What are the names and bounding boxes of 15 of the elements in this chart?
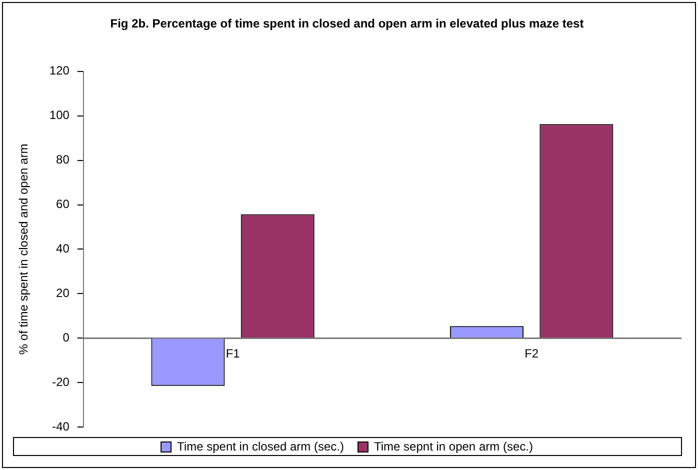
legend-label: Time sepnt in open arm (sec.) — [374, 439, 533, 454]
x-tick-label: F2 — [524, 346, 539, 361]
y-tick-label: 120 — [49, 64, 70, 78]
y-tick-label: 0 — [62, 330, 70, 344]
y-tick-label: 60 — [56, 197, 70, 212]
y-tick-label: 20 — [56, 286, 70, 300]
y-axis-title: % of time spent in closed and open arm — [16, 144, 31, 355]
chart-title: Fig 2b. Percentage of time spent in closed and open arm in elevated plus maze test — [110, 16, 584, 31]
x-tick-label: F1 — [226, 346, 240, 361]
y-tick-label: 100 — [49, 108, 70, 122]
y-tick-label: 40 — [56, 242, 70, 256]
y-tick-label: 80 — [56, 152, 70, 167]
y-tick-label: -20 — [52, 374, 70, 389]
y-tick-label: -40 — [52, 419, 70, 434]
legend-label: Time spent in closed arm (sec.) — [177, 439, 344, 454]
